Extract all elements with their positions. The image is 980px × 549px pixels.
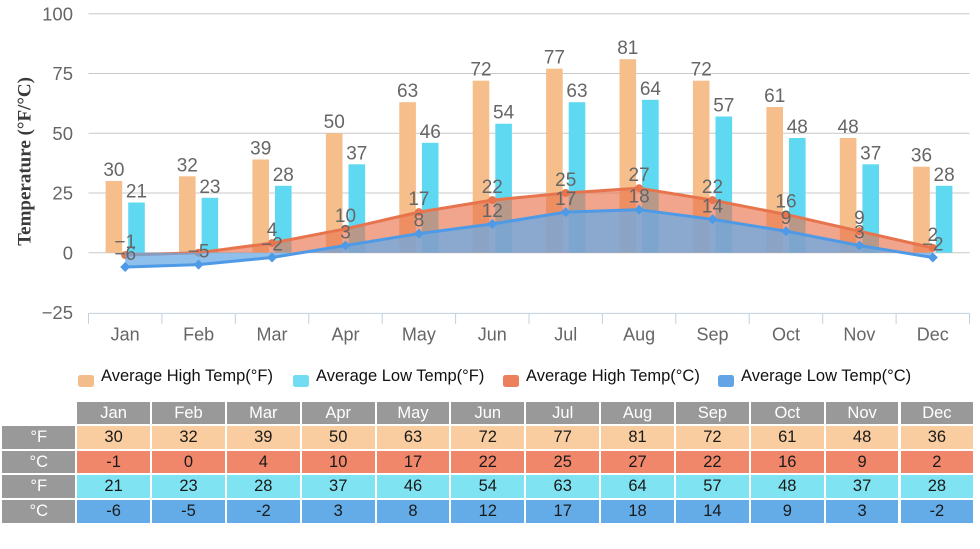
svg-text:57: 57 — [713, 96, 734, 117]
svg-text:61: 61 — [764, 86, 785, 107]
svg-text:4: 4 — [267, 220, 278, 241]
svg-text:27: 27 — [629, 165, 650, 186]
svg-text:50: 50 — [324, 112, 345, 133]
svg-text:−1: −1 — [114, 232, 136, 253]
svg-text:Apr: Apr — [331, 325, 359, 345]
svg-text:Nov: Nov — [843, 325, 875, 345]
svg-text:37: 37 — [346, 143, 367, 164]
svg-text:−5: −5 — [188, 242, 210, 263]
svg-text:37: 37 — [860, 143, 881, 164]
svg-text:Jun: Jun — [478, 325, 507, 345]
svg-text:3: 3 — [340, 223, 351, 244]
svg-text:8: 8 — [414, 211, 425, 232]
svg-text:77: 77 — [544, 48, 565, 69]
svg-text:46: 46 — [420, 122, 441, 143]
svg-text:Aug: Aug — [623, 325, 655, 345]
svg-text:63: 63 — [566, 81, 587, 102]
svg-text:Mar: Mar — [257, 325, 288, 345]
svg-text:12: 12 — [482, 201, 503, 222]
svg-text:75: 75 — [52, 63, 73, 84]
svg-text:48: 48 — [787, 117, 808, 138]
svg-text:72: 72 — [470, 60, 491, 81]
svg-text:−2: −2 — [261, 235, 283, 256]
svg-text:Jan: Jan — [111, 325, 140, 345]
svg-text:81: 81 — [617, 38, 638, 59]
svg-text:22: 22 — [702, 177, 723, 198]
svg-text:28: 28 — [934, 165, 955, 186]
svg-text:28: 28 — [273, 165, 294, 186]
svg-text:3: 3 — [854, 223, 865, 244]
svg-text:100: 100 — [42, 3, 73, 24]
svg-text:10: 10 — [335, 206, 356, 227]
svg-text:23: 23 — [199, 177, 220, 198]
svg-text:0: 0 — [63, 242, 73, 263]
svg-text:9: 9 — [854, 208, 865, 229]
svg-text:−25: −25 — [42, 302, 73, 323]
svg-text:Jul: Jul — [554, 325, 577, 345]
svg-text:May: May — [402, 325, 436, 345]
svg-text:Sep: Sep — [696, 325, 728, 345]
svg-text:−2: −2 — [922, 235, 944, 256]
svg-text:48: 48 — [838, 117, 859, 138]
svg-text:Oct: Oct — [772, 325, 800, 345]
svg-text:63: 63 — [397, 81, 418, 102]
svg-text:16: 16 — [775, 192, 796, 213]
svg-text:25: 25 — [555, 170, 576, 191]
svg-text:50: 50 — [52, 123, 73, 144]
svg-text:39: 39 — [250, 139, 271, 160]
svg-text:36: 36 — [911, 146, 932, 167]
svg-text:Dec: Dec — [917, 325, 949, 345]
svg-text:64: 64 — [640, 79, 662, 100]
svg-text:Feb: Feb — [183, 325, 214, 345]
svg-text:14: 14 — [702, 196, 724, 217]
svg-text:30: 30 — [103, 160, 124, 181]
svg-text:−6: −6 — [114, 244, 136, 265]
svg-text:17: 17 — [555, 189, 576, 210]
svg-text:Temperature (°F/°C): Temperature (°F/°C) — [15, 77, 36, 246]
svg-text:18: 18 — [629, 187, 650, 208]
svg-text:54: 54 — [493, 103, 515, 124]
svg-text:72: 72 — [691, 60, 712, 81]
svg-text:17: 17 — [408, 189, 429, 210]
svg-text:25: 25 — [52, 183, 73, 204]
svg-text:22: 22 — [482, 177, 503, 198]
svg-text:21: 21 — [126, 182, 147, 203]
svg-text:32: 32 — [177, 155, 198, 176]
svg-text:2: 2 — [928, 225, 939, 246]
svg-text:9: 9 — [781, 208, 792, 229]
